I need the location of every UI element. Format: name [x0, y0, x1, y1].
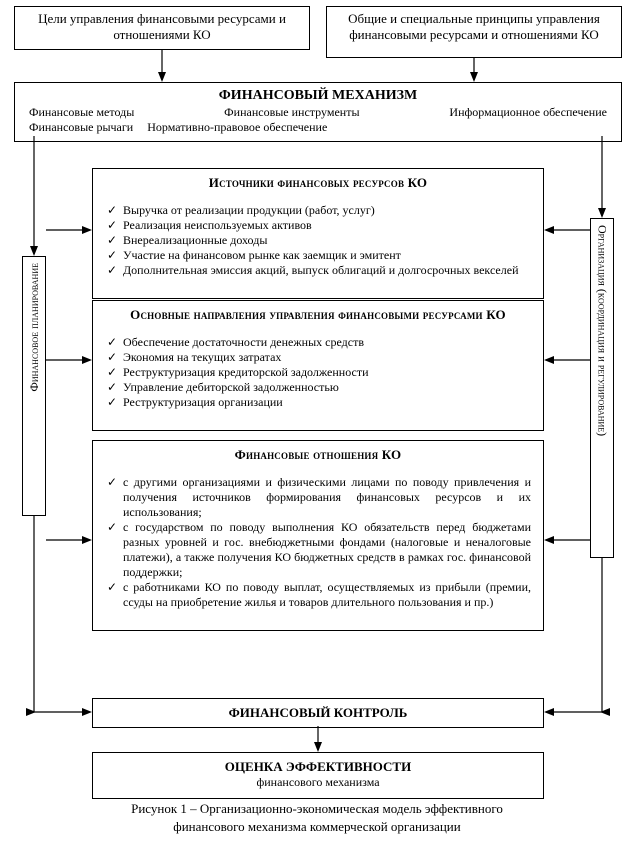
box-directions: Основные направления управления финансов…: [92, 300, 544, 431]
caption-line1: Рисунок 1 – Организационно-экономическая…: [131, 801, 503, 816]
caption-line2: финансового механизма коммерческой орган…: [173, 819, 460, 834]
label-organization: Организация (координация и регулирование…: [590, 218, 614, 558]
control-title: ФИНАНСОВЫЙ КОНТРОЛЬ: [229, 705, 408, 720]
mech-instruments: Финансовые инструменты: [224, 105, 359, 120]
box-goals: Цели управления финансовыми ресурсами и …: [14, 6, 310, 50]
list-item: с работниками КО по поводу выплат, осуще…: [123, 580, 531, 610]
directions-title: Основные направления управления финансов…: [105, 307, 531, 323]
list-item: Обеспечение достаточности денежных средс…: [123, 335, 531, 350]
list-item: Участие на финансовом рынке как заемщик …: [123, 248, 531, 263]
sources-title: Источники финансовых ресурсов КО: [105, 175, 531, 191]
list-item: Управление дебиторской задолженностью: [123, 380, 531, 395]
label-planning-text: Финансовое планирование: [27, 263, 42, 392]
label-organization-text: Организация (координация и регулирование…: [595, 225, 610, 436]
list-item: Выручка от реализации продукции (работ, …: [123, 203, 531, 218]
box-goals-text: Цели управления финансовыми ресурсами и …: [38, 11, 286, 42]
list-item: Внереализационные доходы: [123, 233, 531, 248]
list-item: Реструктуризация организации: [123, 395, 531, 410]
mech-methods: Финансовые методы: [29, 105, 134, 120]
sources-list: Выручка от реализации продукции (работ, …: [105, 203, 531, 278]
mech-legal: Нормативно-правовое обеспечение: [147, 120, 327, 135]
list-item: Экономия на текущих затратах: [123, 350, 531, 365]
figure-caption: Рисунок 1 – Организационно-экономическая…: [0, 800, 634, 836]
evaluation-title: ОЦЕНКА ЭФФЕКТИВНОСТИ: [99, 759, 537, 775]
relations-title: Финансовые отношения КО: [105, 447, 531, 463]
mech-levers: Финансовые рычаги: [29, 120, 133, 135]
mechanism-row2: Финансовые рычаги Нормативно-правовое об…: [25, 120, 611, 135]
relations-list: с другими организациями и физическими ли…: [105, 475, 531, 610]
diagram-stage: Цели управления финансовыми ресурсами и …: [0, 0, 634, 851]
box-principles: Общие и специальные принципы управления …: [326, 6, 622, 58]
box-principles-text: Общие и специальные принципы управления …: [348, 11, 600, 42]
list-item: с государством по поводу выполнения КО о…: [123, 520, 531, 580]
mechanism-title: ФИНАНСОВЫЙ МЕХАНИЗМ: [25, 87, 611, 105]
box-control: ФИНАНСОВЫЙ КОНТРОЛЬ: [92, 698, 544, 728]
list-item: Дополнительная эмиссия акций, выпуск обл…: [123, 263, 531, 278]
box-evaluation: ОЦЕНКА ЭФФЕКТИВНОСТИ финансового механиз…: [92, 752, 544, 799]
label-planning: Финансовое планирование: [22, 256, 46, 516]
list-item: с другими организациями и физическими ли…: [123, 475, 531, 520]
list-item: Реализация неиспользуемых активов: [123, 218, 531, 233]
mech-info: Информационное обеспечение: [449, 105, 607, 120]
box-sources: Источники финансовых ресурсов КО Выручка…: [92, 168, 544, 299]
box-relations: Финансовые отношения КО с другими органи…: [92, 440, 544, 631]
evaluation-sub: финансового механизма: [99, 775, 537, 790]
directions-list: Обеспечение достаточности денежных средс…: [105, 335, 531, 410]
box-mechanism: ФИНАНСОВЫЙ МЕХАНИЗМ Финансовые методы Фи…: [14, 82, 622, 142]
list-item: Реструктуризация кредиторской задолженно…: [123, 365, 531, 380]
mechanism-row1: Финансовые методы Финансовые инструменты…: [25, 105, 611, 120]
